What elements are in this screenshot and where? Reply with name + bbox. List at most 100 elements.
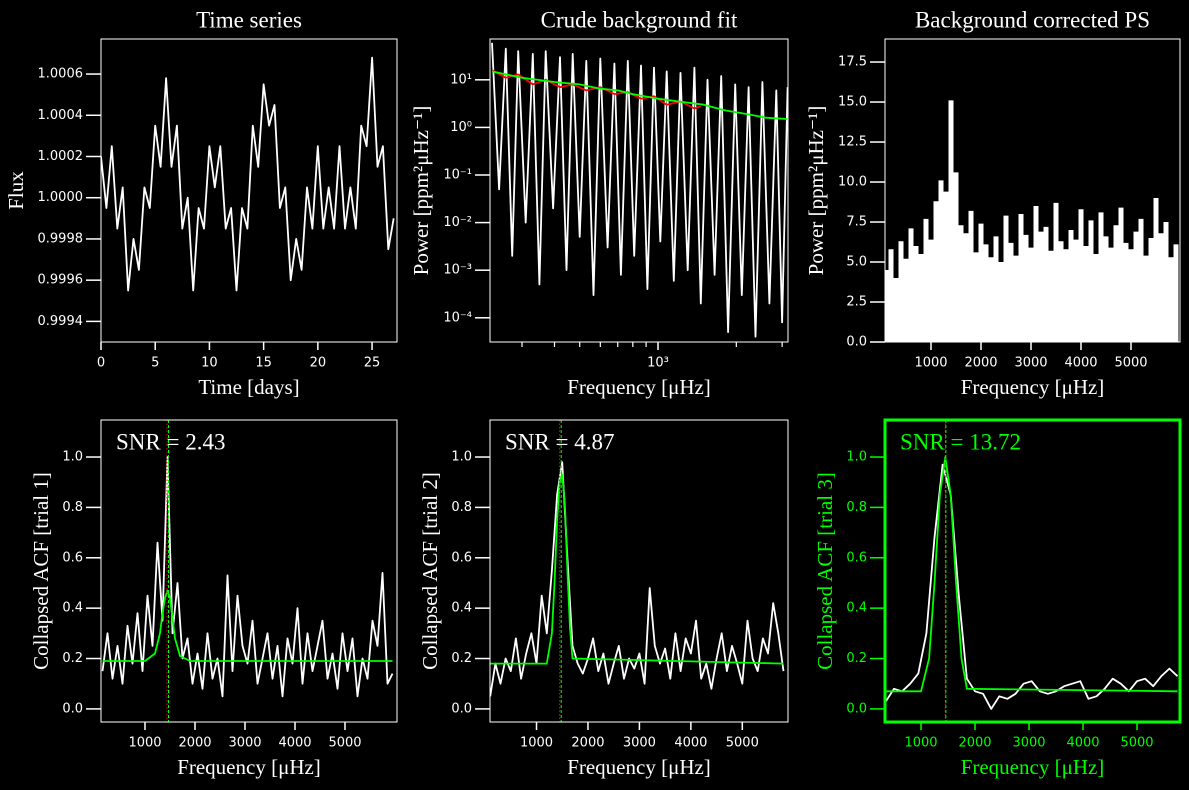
axes-frame	[883, 418, 1182, 724]
series-line	[491, 69, 702, 110]
y-tick-label: 0.2	[62, 651, 83, 666]
x-axis-label: Frequency [μHz]	[567, 375, 711, 399]
x-tick-label: 1000	[904, 736, 937, 751]
y-tick-label: 0.2	[451, 651, 472, 666]
y-tick-label: 10⁻⁴	[443, 310, 472, 325]
axes-frame	[100, 38, 398, 343]
y-axis-label: Collapsed ACF [trial 1]	[29, 472, 53, 670]
y-tick-label: 1.0004	[38, 108, 84, 123]
y-tick-label: 0.8	[846, 500, 867, 515]
x-tick-label: 1000	[128, 736, 161, 751]
x-tick-label: 3000	[1014, 356, 1047, 371]
x-axis-label: Frequency [μHz]	[961, 755, 1105, 779]
y-tick-label: 10⁻²	[443, 215, 472, 230]
y-tick-label: 1.0006	[38, 67, 84, 82]
x-tick-label: 3000	[1012, 736, 1045, 751]
panel-title: Crude background fit	[541, 7, 738, 32]
x-tick-label: 4000	[278, 736, 311, 751]
y-tick-label: 1.0	[62, 450, 83, 465]
y-tick-label: 0.4	[846, 601, 867, 616]
series-line	[885, 463, 1179, 710]
x-tick-label: 4000	[1064, 356, 1097, 371]
series-line	[101, 456, 394, 698]
x-tick-label: 1000	[520, 736, 553, 751]
y-tick-label: 15.0	[838, 95, 867, 110]
y-tick-label: 12.5	[838, 135, 867, 150]
y-axis-label: Power [ppm²μHz⁻¹]	[804, 106, 828, 276]
axes-frame	[489, 419, 789, 723]
plot-area	[101, 420, 394, 722]
x-tick-label: 3000	[623, 736, 656, 751]
axes-frame	[100, 419, 398, 723]
x-tick-label: 10	[201, 356, 218, 371]
x-axis-label: Frequency [μHz]	[567, 755, 711, 779]
x-tick-label: 20	[310, 356, 327, 371]
y-tick-label: 10.0	[838, 175, 867, 190]
y-tick-label: 0.8	[451, 500, 472, 515]
x-tick-label: 10³	[647, 356, 669, 371]
y-tick-label: 1.0000	[38, 190, 84, 205]
y-tick-label: 17.5	[838, 55, 867, 70]
y-axis-label: Power [ppm²μHz⁻¹]	[409, 106, 433, 276]
y-axis-label: Collapsed ACF [trial 3]	[813, 472, 837, 670]
y-tick-label: 10⁰	[450, 120, 472, 135]
y-tick-label: 10⁻¹	[443, 167, 472, 182]
x-tick-label: 5000	[726, 736, 759, 751]
y-tick-label: 0.0	[62, 701, 83, 716]
x-tick-label: 1000	[914, 356, 947, 371]
series-line	[101, 56, 395, 292]
y-tick-label: 2.5	[846, 295, 867, 310]
x-tick-label: 4000	[1066, 736, 1099, 751]
x-axis-label: Time [days]	[198, 375, 299, 399]
plot-area	[885, 420, 1179, 722]
y-tick-label: 0.6	[62, 550, 83, 565]
panel-title: Time series	[196, 7, 302, 32]
x-tick-label: 3000	[228, 736, 261, 751]
plot-area	[101, 56, 395, 292]
y-tick-label: 0.9998	[38, 231, 84, 246]
y-tick-label: 1.0	[846, 450, 867, 465]
annotation: SNR = 13.72	[900, 429, 1021, 454]
x-axis-label: Frequency [μHz]	[961, 375, 1105, 399]
axes-frame	[489, 38, 789, 343]
x-tick-label: 2000	[178, 736, 211, 751]
series-line	[490, 461, 785, 697]
y-tick-label: 10¹	[450, 72, 472, 87]
y-tick-label: 0.6	[451, 550, 472, 565]
y-tick-label: 0.4	[451, 601, 472, 616]
x-tick-label: 5000	[328, 736, 361, 751]
y-tick-label: 0.6	[846, 550, 867, 565]
x-axis-label: Frequency [μHz]	[177, 755, 321, 779]
y-tick-label: 0.0	[451, 701, 472, 716]
x-tick-label: 2000	[571, 736, 604, 751]
x-tick-label: 5000	[1114, 356, 1147, 371]
x-tick-label: 15	[255, 356, 272, 371]
series-line	[102, 589, 393, 662]
x-tick-label: 2000	[964, 356, 997, 371]
y-tick-label: 0.4	[62, 601, 83, 616]
x-tick-label: 25	[364, 356, 381, 371]
y-tick-label: 1.0002	[38, 149, 84, 164]
y-tick-label: 0.2	[846, 651, 867, 666]
x-tick-label: 4000	[674, 736, 707, 751]
series-line	[491, 70, 788, 120]
y-tick-label: 5.0	[846, 255, 867, 270]
y-axis-label: Flux	[4, 171, 28, 210]
annotation: SNR = 2.43	[116, 429, 225, 454]
x-tick-label: 5	[151, 356, 159, 371]
plot-area	[491, 42, 788, 338]
y-tick-label: 0.9996	[38, 273, 84, 288]
axes-frame	[884, 38, 1181, 343]
series-line	[491, 42, 788, 338]
series-line	[885, 456, 1178, 693]
annotation: SNR = 4.87	[505, 429, 614, 454]
series-line	[490, 473, 784, 665]
y-tick-label: 7.5	[846, 215, 867, 230]
x-tick-label: 0	[97, 356, 105, 371]
y-tick-label: 0.0	[846, 701, 867, 716]
x-tick-label: 2000	[958, 736, 991, 751]
y-tick-label: 1.0	[451, 450, 472, 465]
plot-area	[490, 420, 785, 722]
